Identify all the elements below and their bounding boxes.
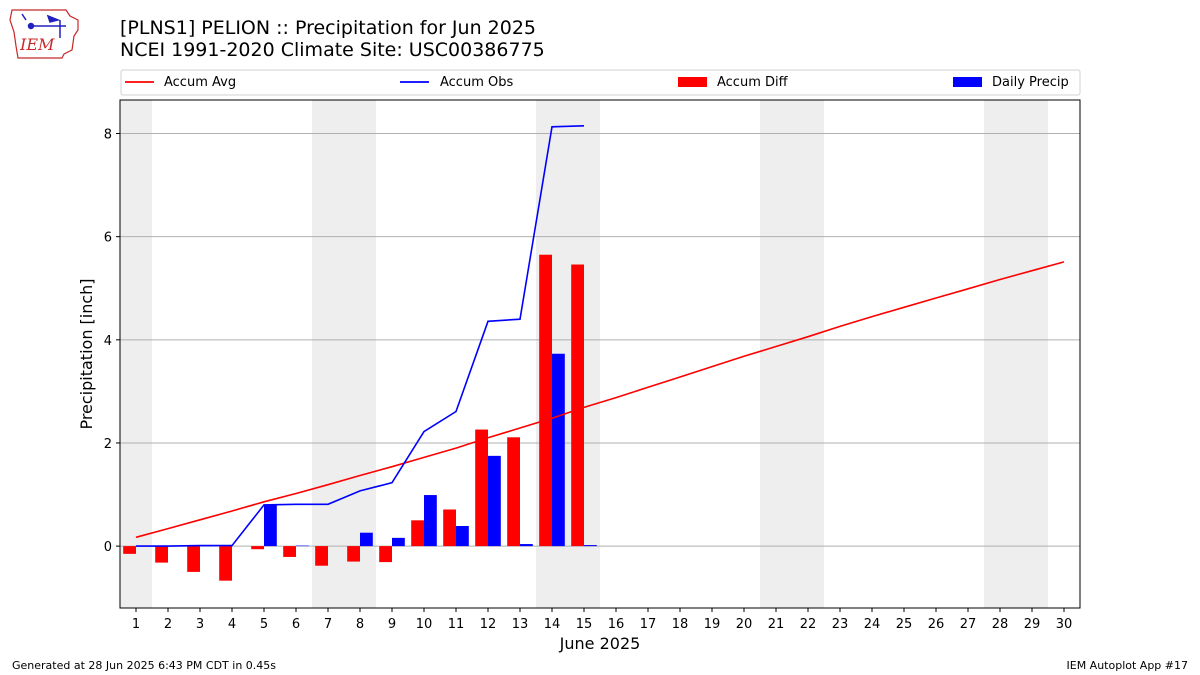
x-tick-label: 4 [228,617,236,632]
daily-precip-bar [456,525,469,547]
accum-diff-bar [187,546,200,572]
x-tick-label: 30 [1056,617,1073,632]
accum-diff-bar [347,546,360,562]
weather-station-icon [21,13,66,38]
x-tick-label: 11 [448,617,465,632]
accum-diff-bar [219,546,232,581]
legend: Accum Avg Accum Obs Accum Diff Daily Precip [120,69,1081,96]
weekend-band [984,100,1048,608]
x-tick-label: 21 [768,617,785,632]
x-tick-label: 22 [800,617,817,632]
bar-series [123,254,597,581]
footer-app: IEM Autoplot App #17 [1066,659,1189,672]
accum-diff-bar [155,546,168,563]
x-tick-label: 7 [324,617,332,632]
y-tick-label: 6 [104,231,112,246]
line-series [135,125,1065,547]
daily-precip-bar [488,455,501,547]
accum-diff-bar [539,254,552,547]
accum-diff-bar [571,264,584,547]
y-tick-label: 4 [104,334,112,349]
weekend-band [312,100,376,608]
x-tick-label: 20 [736,617,753,632]
daily-precip-bar [552,353,565,547]
x-tick-label: 16 [608,617,625,632]
x-tick-label: 15 [576,617,593,632]
legend-label: Daily Precip [992,75,1069,90]
x-tick-label: 1 [132,617,140,632]
y-tick-label: 8 [104,128,112,143]
accum-diff-bar [411,520,424,547]
accum-diff-bar [475,429,488,547]
y-axis-label: Precipitation [inch] [77,278,96,429]
legend-label: Accum Obs [440,75,513,90]
accum-diff-bar [283,546,296,557]
x-tick-label: 17 [640,617,657,632]
x-tick-label: 18 [672,617,689,632]
accum-diff-bar [443,509,456,547]
legend-label: Accum Avg [164,75,236,90]
x-tick-label: 25 [896,617,913,632]
legend-frame [120,69,1081,96]
daily-precip-bar [360,532,373,547]
legend-swatch [953,77,982,87]
accum-diff-bar [379,546,392,563]
footer-generated: Generated at 28 Jun 2025 6:43 PM CDT in … [12,659,277,672]
x-tick-label: 14 [544,617,561,632]
weekend-band [760,100,824,608]
x-tick-label: 2 [164,617,172,632]
x-tick-label: 24 [864,617,881,632]
accum-obs-line [136,125,585,547]
x-tick-label: 27 [960,617,977,632]
iem-logo: IEM [9,9,79,59]
y-axis-ticks: 0 2 4 6 8 [104,128,120,555]
daily-precip-bar [584,545,597,547]
y-tick-label: 0 [104,540,112,555]
logo-text: IEM [19,35,55,54]
chart-title: [PLNS1] PELION :: Precipitation for Jun … [120,17,545,61]
legend-swatch [678,77,707,87]
daily-precip-bar [520,544,533,547]
daily-precip-bar [264,505,277,547]
grid-lines [120,133,1080,547]
x-tick-label: 10 [416,617,433,632]
accum-avg-line [135,261,1065,539]
y-tick-label: 2 [104,437,112,452]
x-tick-label: 23 [832,617,849,632]
x-axis-ticks: 1 2 3 4 5 6 7 8 9 10 11 12 13 14 15 16 17 18 19 20 21 22 23 24 2… [132,608,1072,632]
x-tick-label: 12 [480,617,497,632]
accum-diff-bar [315,546,328,566]
x-tick-label: 8 [356,617,364,632]
x-tick-label: 19 [704,617,721,632]
x-tick-label: 26 [928,617,945,632]
accum-diff-bar [123,546,136,554]
x-tick-label: 13 [512,617,529,632]
x-tick-label: 3 [196,617,204,632]
x-tick-label: 28 [992,617,1009,632]
accum-diff-bar [251,546,264,550]
legend-label: Accum Diff [717,75,789,90]
x-tick-label: 29 [1024,617,1041,632]
chart-title-line1: [PLNS1] PELION :: Precipitation for Jun … [120,17,537,39]
x-tick-label: 9 [388,617,396,632]
accum-diff-bar [507,437,520,547]
weekend-band [120,100,152,608]
x-axis-label: June 2025 [559,634,641,653]
daily-precip-bar [296,545,309,547]
plot-frame [119,99,1081,609]
daily-precip-bar [424,495,437,547]
x-tick-label: 5 [260,617,268,632]
x-tick-label: 6 [292,617,300,632]
daily-precip-bar [392,537,405,547]
iowa-outline-icon [9,9,79,59]
chart-title-line2: NCEI 1991-2020 Climate Site: USC00386775 [120,39,545,61]
